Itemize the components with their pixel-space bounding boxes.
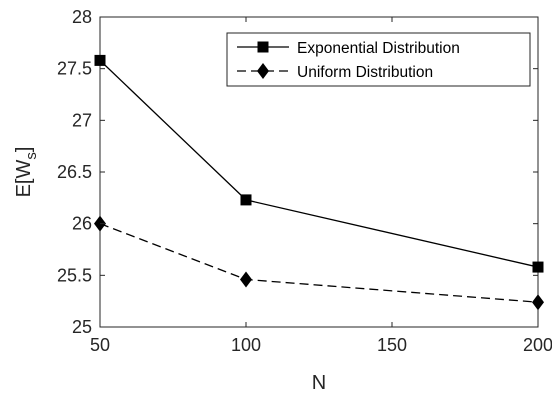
y-tick-label: 28 <box>72 7 92 27</box>
series-0 <box>94 54 544 273</box>
data-point <box>240 271 252 288</box>
legend-marker <box>257 41 269 53</box>
y-tick-label: 26 <box>72 214 92 234</box>
legend: Exponential Distribution Uniform Distribu… <box>226 32 531 87</box>
y-axis-title-main: E[W <box>13 160 35 198</box>
legend-label: Uniform Distribution <box>297 64 433 81</box>
y-tick-label: 26.5 <box>57 162 92 182</box>
data-point <box>532 294 544 311</box>
y-axis-title-text: E[Ws] <box>13 147 40 198</box>
series-1 <box>94 215 544 311</box>
x-tick-label: 50 <box>90 335 110 355</box>
data-point <box>532 261 544 273</box>
ticks-layer: 25 25.5 26 26.5 27 27.5 28 50 100 150 200 <box>57 7 552 355</box>
y-tick-label: 25 <box>72 317 92 337</box>
y-axis-title-sub: s <box>23 152 40 160</box>
x-tick-label: 200 <box>523 335 552 355</box>
y-axis-title: E[Ws] <box>13 147 40 198</box>
data-point <box>240 194 252 206</box>
y-tick-label: 27 <box>72 110 92 130</box>
y-tick-label: 25.5 <box>57 265 92 285</box>
x-axis-title: N <box>312 372 326 394</box>
series-layer <box>94 54 544 311</box>
y-tick-label: 27.5 <box>57 59 92 79</box>
x-tick-label: 100 <box>231 335 261 355</box>
data-point <box>94 54 106 66</box>
y-axis-title-close: ] <box>13 147 35 153</box>
legend-marker <box>257 63 269 79</box>
x-tick-label: 150 <box>377 335 407 355</box>
legend-label: Exponential Distribution <box>297 40 460 57</box>
legend-box <box>226 32 531 87</box>
